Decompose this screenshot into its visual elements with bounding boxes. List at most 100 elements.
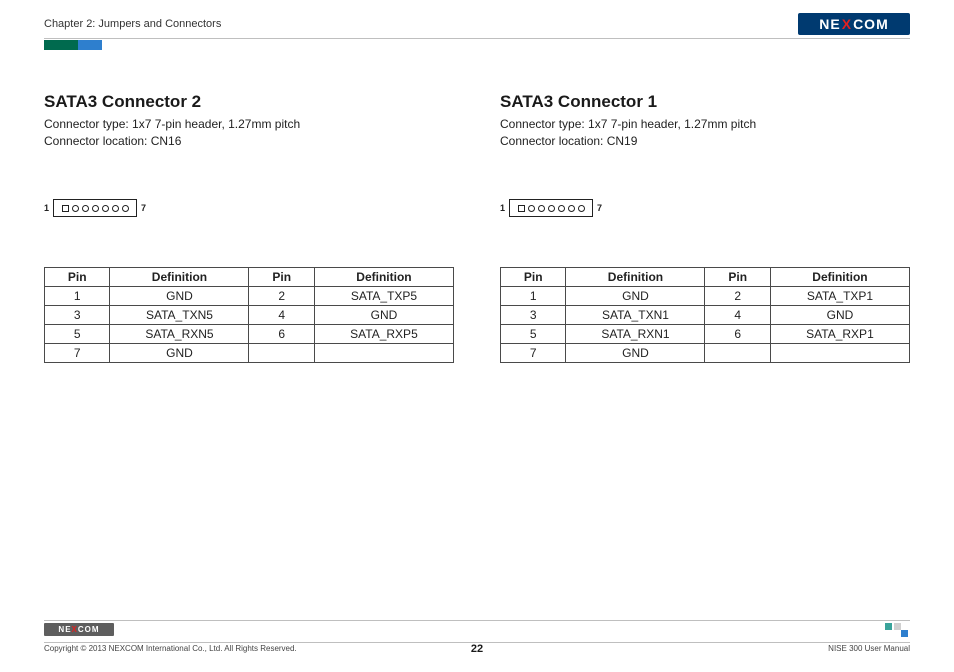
connector-outline xyxy=(53,199,137,217)
th-def2: Definition xyxy=(314,268,453,287)
th-pin: Pin xyxy=(501,268,566,287)
pinout-table: Pin Definition Pin Definition 1 GND 2 SA… xyxy=(500,267,910,363)
cell-def: GND xyxy=(566,287,705,306)
cell-def: SATA_TXP5 xyxy=(314,287,453,306)
page-header: Chapter 2: Jumpers and Connectors NEXCOM xyxy=(44,16,910,52)
cell-pin: 6 xyxy=(249,325,314,344)
copyright-text: Copyright © 2013 NEXCOM International Co… xyxy=(44,644,297,653)
brand-logo: NEXCOM xyxy=(798,13,910,35)
table-row: 1 GND 2 SATA_TXP1 xyxy=(501,287,910,306)
cell-pin: 3 xyxy=(501,306,566,325)
cell-pin: 6 xyxy=(705,325,770,344)
footer-logo-right: COM xyxy=(78,625,100,634)
table-row: 3 SATA_TXN1 4 GND xyxy=(501,306,910,325)
page-number: 22 xyxy=(471,643,483,655)
brand-logo-right: COM xyxy=(853,16,889,32)
section-title: SATA3 Connector 1 xyxy=(500,92,910,112)
cell-pin: 4 xyxy=(705,306,770,325)
cell-pin xyxy=(249,344,314,363)
pin-2-icon xyxy=(72,205,79,212)
footer-logo-left: NE xyxy=(58,625,71,634)
cell-pin: 7 xyxy=(501,344,566,363)
th-pin: Pin xyxy=(45,268,110,287)
connector-type-line: Connector type: 1x7 7-pin header, 1.27mm… xyxy=(44,116,454,132)
table-row: 1 GND 2 SATA_TXP5 xyxy=(45,287,454,306)
cell-def: GND xyxy=(566,344,705,363)
th-def: Definition xyxy=(566,268,705,287)
pin-1-icon xyxy=(62,205,69,212)
cell-pin: 5 xyxy=(45,325,110,344)
cell-def: SATA_TXN1 xyxy=(566,306,705,325)
cell-def: SATA_TXP1 xyxy=(770,287,909,306)
footer-brand-logo: NEXCOM xyxy=(44,623,114,636)
connector-outline xyxy=(509,199,593,217)
cell-pin: 7 xyxy=(45,344,110,363)
pin-6-icon xyxy=(112,205,119,212)
table-row: 7 GND xyxy=(501,344,910,363)
table-header-row: Pin Definition Pin Definition xyxy=(501,268,910,287)
pin-row xyxy=(518,205,585,212)
cell-def: GND xyxy=(110,287,249,306)
connector-location-line: Connector location: CN19 xyxy=(500,133,910,149)
th-def: Definition xyxy=(110,268,249,287)
table-row: 5 SATA_RXN1 6 SATA_RXP1 xyxy=(501,325,910,344)
pin-2-icon xyxy=(528,205,535,212)
square-icon xyxy=(894,623,901,630)
pin-7-icon xyxy=(122,205,129,212)
pin-5-icon xyxy=(102,205,109,212)
pin-3-icon xyxy=(82,205,89,212)
pin-label-end: 7 xyxy=(141,203,146,213)
cell-def xyxy=(770,344,909,363)
pin-label-start: 1 xyxy=(44,203,49,213)
chapter-title: Chapter 2: Jumpers and Connectors xyxy=(44,18,221,30)
content-columns: SATA3 Connector 2 Connector type: 1x7 7-… xyxy=(44,52,910,363)
brand-logo-x: X xyxy=(841,16,853,32)
footer-row: NEXCOM xyxy=(44,624,910,640)
pin-7-icon xyxy=(578,205,585,212)
connector-type-line: Connector type: 1x7 7-pin header, 1.27mm… xyxy=(500,116,910,132)
cell-pin: 2 xyxy=(249,287,314,306)
footer-rule-top xyxy=(44,620,910,621)
page: Chapter 2: Jumpers and Connectors NEXCOM… xyxy=(0,0,954,672)
cell-def: GND xyxy=(110,344,249,363)
section-sata3-connector-1: SATA3 Connector 1 Connector type: 1x7 7-… xyxy=(500,92,910,363)
pin-5-icon xyxy=(558,205,565,212)
pin-1-icon xyxy=(518,205,525,212)
th-def2: Definition xyxy=(770,268,909,287)
pin-6-icon xyxy=(568,205,575,212)
brand-logo-left: NE xyxy=(819,16,840,32)
connector-diagram: 1 7 xyxy=(44,199,454,217)
table-row: 7 GND xyxy=(45,344,454,363)
document-title: NISE 300 User Manual xyxy=(828,644,910,653)
footer-text-row: Copyright © 2013 NEXCOM International Co… xyxy=(44,644,910,658)
cell-pin: 2 xyxy=(705,287,770,306)
section-title: SATA3 Connector 2 xyxy=(44,92,454,112)
cell-pin: 5 xyxy=(501,325,566,344)
cell-def: SATA_RXP1 xyxy=(770,325,909,344)
connector-diagram: 1 7 xyxy=(500,199,910,217)
cell-pin xyxy=(705,344,770,363)
th-pin2: Pin xyxy=(705,268,770,287)
table-row: 5 SATA_RXN5 6 SATA_RXP5 xyxy=(45,325,454,344)
pin-4-icon xyxy=(548,205,555,212)
square-icon xyxy=(885,623,892,630)
section-sata3-connector-2: SATA3 Connector 2 Connector type: 1x7 7-… xyxy=(44,92,454,363)
table-row: 3 SATA_TXN5 4 GND xyxy=(45,306,454,325)
cell-def: SATA_TXN5 xyxy=(110,306,249,325)
cell-def: SATA_RXN5 xyxy=(110,325,249,344)
pin-label-start: 1 xyxy=(500,203,505,213)
cell-def: GND xyxy=(770,306,909,325)
pinout-table: Pin Definition Pin Definition 1 GND 2 SA… xyxy=(44,267,454,363)
cell-pin: 4 xyxy=(249,306,314,325)
square-icon xyxy=(901,630,908,637)
header-accent-block-2 xyxy=(78,40,102,50)
footer-icon-squares xyxy=(885,623,910,630)
cell-def: GND xyxy=(314,306,453,325)
connector-location-line: Connector location: CN16 xyxy=(44,133,454,149)
table-header-row: Pin Definition Pin Definition xyxy=(45,268,454,287)
pin-3-icon xyxy=(538,205,545,212)
cell-def xyxy=(314,344,453,363)
cell-pin: 3 xyxy=(45,306,110,325)
pin-row xyxy=(62,205,129,212)
header-rule xyxy=(44,38,910,39)
